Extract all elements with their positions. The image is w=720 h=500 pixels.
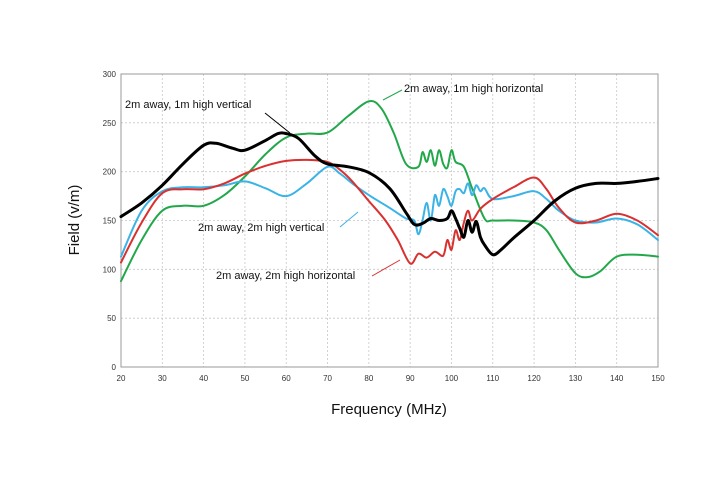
series-line-2m-high-vertical [120, 165, 659, 258]
y-tick-label: 200 [103, 168, 117, 177]
x-tick-label: 120 [527, 374, 541, 383]
series-line-2m-high-horizontal [120, 158, 659, 265]
x-axis-title: Frequency (MHz) [331, 401, 447, 418]
x-tick-label: 70 [323, 374, 332, 383]
leader-1m-high-vertical [264, 112, 291, 134]
x-tick-label: 60 [282, 374, 291, 383]
annotation-1m-high-horizontal: 2m away, 1m high horizontal [404, 83, 543, 95]
leader-2m-high-horizontal [371, 259, 401, 277]
x-tick-label: 20 [117, 374, 126, 383]
x-tick-label: 110 [486, 374, 499, 383]
x-tick-label: 150 [651, 374, 665, 383]
y-tick-label: 150 [103, 217, 117, 226]
annotation-2m-high-vertical: 2m away, 2m high vertical [198, 222, 324, 234]
x-tick-label: 50 [240, 374, 249, 383]
x-axis-ticks: 20 30 40 50 60 70 80 90 100 110 120 130 140 150 [117, 374, 666, 383]
y-axis-ticks: 0 50 100 150 200 250 300 [103, 70, 117, 372]
annotation-1m-high-vertical: 2m away, 1m high vertical [125, 99, 251, 111]
leader-1m-high-horizontal [382, 89, 403, 101]
series-layer [119, 100, 660, 283]
x-tick-label: 100 [445, 374, 459, 383]
x-tick-label: 30 [158, 374, 167, 383]
y-tick-label: 100 [103, 265, 117, 274]
y-tick-label: 50 [107, 314, 116, 323]
x-tick-label: 90 [406, 374, 415, 383]
x-tick-label: 140 [610, 374, 624, 383]
x-tick-label: 130 [569, 374, 583, 383]
annotation-2m-high-horizontal: 2m away, 2m high horizontal [216, 270, 355, 282]
plot-area-frame [120, 73, 659, 368]
x-tick-label: 80 [364, 374, 373, 383]
y-tick-label: 250 [103, 119, 117, 128]
leader-2m-high-vertical [339, 211, 359, 228]
annotation-layer: 2m away, 1m high vertical 2m away, 1m hi… [125, 83, 543, 282]
series-line-1m-high-horizontal [120, 100, 659, 283]
series-line-1m-high-vertical [119, 131, 660, 257]
y-tick-label: 300 [103, 70, 117, 79]
x-tick-label: 40 [199, 374, 208, 383]
y-axis-title: Field (v/m) [66, 185, 83, 256]
y-tick-label: 0 [112, 363, 117, 372]
